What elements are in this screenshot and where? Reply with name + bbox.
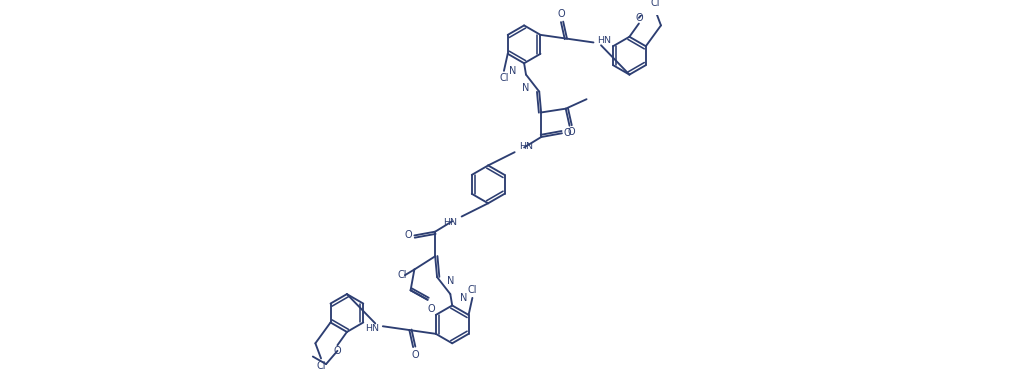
Text: Cl: Cl [316,361,325,371]
Text: O: O [635,13,643,23]
Text: Cl: Cl [499,73,508,83]
Text: Cl: Cl [651,0,660,8]
Text: O: O [563,128,572,138]
Text: N: N [446,276,454,286]
Text: HN: HN [520,142,533,151]
Text: Cl: Cl [398,270,407,280]
Text: O: O [427,304,435,314]
Text: O: O [567,127,576,137]
Text: HN: HN [597,36,611,45]
Text: HN: HN [365,324,379,333]
Text: N: N [523,83,530,93]
Text: HN: HN [443,218,457,227]
Text: O: O [411,349,419,359]
Text: N: N [460,293,467,303]
Text: Cl: Cl [468,285,477,295]
Text: O: O [405,230,413,240]
Text: N: N [510,66,517,76]
Text: O: O [557,9,565,19]
Text: O: O [334,346,342,356]
